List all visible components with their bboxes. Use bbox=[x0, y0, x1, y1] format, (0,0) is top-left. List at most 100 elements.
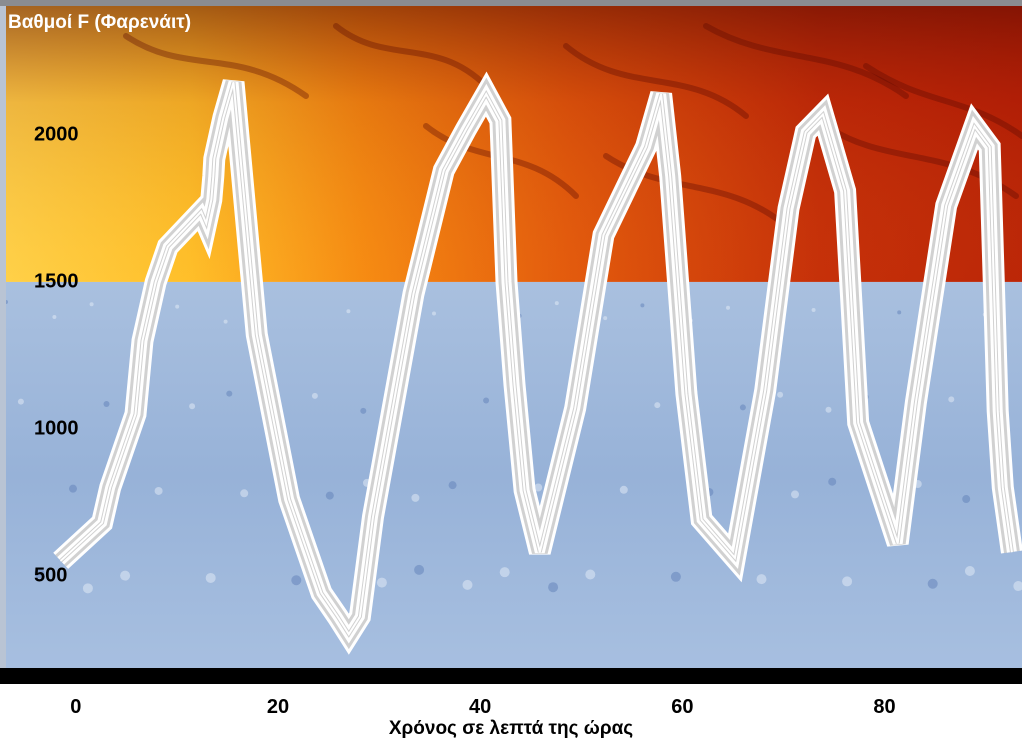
data-point bbox=[200, 210, 202, 212]
data-point bbox=[524, 489, 526, 491]
y-axis-label: Βαθμοί F (Φαρενάιτ) bbox=[8, 12, 192, 33]
data-point bbox=[348, 633, 350, 635]
data-point bbox=[320, 592, 322, 594]
data-point bbox=[233, 81, 235, 83]
data-point bbox=[288, 498, 290, 500]
ice-speckle bbox=[483, 397, 490, 404]
flame-streak bbox=[333, 23, 489, 89]
data-point bbox=[210, 199, 212, 201]
ice-speckle bbox=[670, 571, 681, 582]
data-point bbox=[205, 222, 207, 224]
data-point bbox=[213, 158, 215, 160]
ice-speckle bbox=[103, 400, 110, 407]
series-line-core bbox=[60, 82, 1013, 637]
ice-speckle bbox=[205, 572, 216, 583]
ice-speckle bbox=[52, 314, 57, 319]
ice-speckle bbox=[120, 570, 131, 581]
data-point bbox=[109, 486, 111, 488]
ice-speckle bbox=[462, 579, 473, 590]
data-point bbox=[539, 551, 541, 553]
ice-speckle bbox=[842, 576, 853, 587]
data-point bbox=[857, 422, 859, 424]
ice-speckle bbox=[34, 568, 45, 579]
ice-speckle bbox=[554, 301, 559, 306]
ice-speckle bbox=[777, 391, 784, 398]
data-point bbox=[822, 114, 824, 116]
ice-speckle bbox=[499, 567, 510, 578]
ice-speckle bbox=[17, 398, 24, 405]
data-point bbox=[101, 522, 103, 524]
y-tick-label-500: 500 bbox=[34, 564, 68, 587]
data-point bbox=[359, 616, 361, 618]
ice-speckle bbox=[739, 404, 746, 411]
ice-speckle bbox=[325, 491, 334, 500]
data-point bbox=[645, 146, 647, 148]
data-point bbox=[222, 117, 224, 119]
data-point bbox=[787, 208, 789, 210]
ice-speckle bbox=[414, 564, 425, 575]
flame-streak bbox=[123, 33, 309, 99]
data-point bbox=[915, 401, 917, 403]
data-point bbox=[1011, 551, 1013, 553]
data-point bbox=[167, 246, 169, 248]
data-point bbox=[60, 560, 62, 562]
ice-speckle bbox=[927, 578, 938, 589]
ice-speckle bbox=[291, 575, 302, 586]
x-tick-label-60: 60 bbox=[671, 696, 694, 718]
x-axis-label: Χρόνος σε λεπτά της ώρας bbox=[388, 718, 634, 739]
ice-speckle bbox=[154, 486, 163, 495]
ice-speckle bbox=[548, 582, 559, 593]
ice-speckle bbox=[791, 490, 799, 499]
data-point bbox=[142, 340, 144, 342]
x-tick-label-0: 0 bbox=[70, 696, 82, 718]
ice-speckle bbox=[726, 305, 730, 310]
data-point bbox=[764, 390, 766, 392]
ice-speckle bbox=[448, 481, 457, 490]
data-point bbox=[155, 281, 157, 283]
ice-speckle bbox=[619, 485, 628, 494]
data-point bbox=[465, 128, 467, 130]
ice-speckle bbox=[948, 396, 955, 403]
ice-speckle bbox=[534, 483, 543, 492]
chart-plot bbox=[6, 6, 1022, 668]
y-tick-label-1000: 1000 bbox=[34, 417, 79, 440]
data-point bbox=[372, 516, 374, 518]
ice-speckle bbox=[226, 390, 233, 397]
ice-speckle bbox=[240, 489, 249, 498]
data-point bbox=[134, 413, 136, 415]
ice-speckle bbox=[6, 299, 8, 304]
ice-speckle bbox=[189, 403, 196, 410]
data-point bbox=[256, 334, 258, 336]
data-point bbox=[945, 205, 947, 207]
flame-streak bbox=[563, 43, 749, 119]
ice-speckle bbox=[346, 309, 351, 314]
data-point bbox=[989, 146, 991, 148]
data-point bbox=[844, 190, 846, 192]
data-point bbox=[997, 410, 999, 412]
left-border bbox=[0, 6, 6, 668]
ice-speckle bbox=[585, 569, 596, 580]
data-point bbox=[212, 175, 214, 177]
ice-speckle bbox=[82, 583, 93, 594]
ice-speckle bbox=[756, 574, 767, 585]
ice-speckle bbox=[828, 477, 837, 486]
ice-speckle bbox=[962, 495, 971, 504]
data-point bbox=[602, 234, 604, 236]
ice-speckle bbox=[223, 319, 228, 324]
ice-speckle bbox=[432, 311, 436, 316]
data-point bbox=[505, 281, 507, 283]
x-tick-label-20: 20 bbox=[266, 696, 290, 718]
ice-speckle bbox=[603, 316, 608, 321]
data-point bbox=[669, 175, 671, 177]
data-point bbox=[443, 169, 445, 171]
top-border bbox=[0, 0, 1022, 6]
data-point bbox=[412, 293, 414, 295]
data-point bbox=[805, 131, 807, 133]
ice-speckle bbox=[376, 577, 387, 588]
data-point bbox=[485, 93, 487, 95]
ice-speckle bbox=[811, 308, 816, 313]
data-point bbox=[685, 393, 687, 395]
data-point bbox=[514, 384, 516, 386]
data-point bbox=[734, 557, 736, 559]
flame-streak bbox=[863, 63, 1022, 139]
